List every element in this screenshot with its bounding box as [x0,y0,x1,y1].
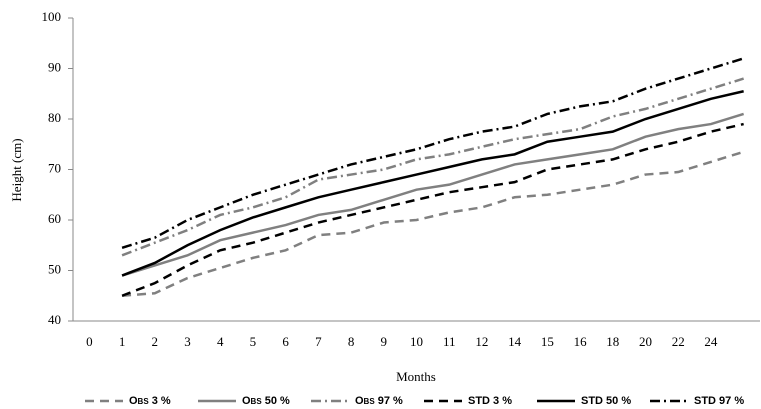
y-tick-label: 60 [48,211,61,226]
x-tick-label: 7 [315,334,322,349]
x-tick-label: 3 [184,334,191,349]
x-tick-label: 6 [282,334,289,349]
series-line [121,77,745,257]
legend-label: Obs 3 % [129,395,171,407]
series-line [121,112,745,277]
y-tick-label: 100 [42,9,62,24]
x-tick-label: 24 [704,334,718,349]
x-axis-title: Months [396,369,436,384]
legend-label: STD 97 % [694,395,744,407]
x-tick-label: 16 [574,334,588,349]
y-tick-label: 40 [48,312,61,327]
legend: Obs 3 % Obs 50 % Obs 97 % STD 3 % STD 50 % ST… [85,395,744,407]
series-line [121,57,745,249]
x-tick-label: 15 [541,334,554,349]
y-tick-label: 80 [48,110,61,125]
x-tick-label: 4 [217,334,224,349]
x-tick-label: 10 [410,334,423,349]
x-tick-label: 8 [348,334,355,349]
x-tick-label: 1 [119,334,126,349]
series-line [121,122,744,297]
y-axis-title: Height (cm) [9,138,24,201]
x-tick-label: 2 [152,334,159,349]
series-line [121,150,745,297]
x-tick-label: 11 [443,334,456,349]
series-line [121,90,744,277]
x-tick-label: 9 [381,334,388,349]
x-tick-label: 14 [508,334,522,349]
y-tick-label: 50 [48,261,61,276]
legend-label: STD 3 % [468,395,512,407]
y-tick-label: 90 [48,59,61,74]
x-tick-label: 18 [606,334,619,349]
x-tick-label: 20 [639,334,652,349]
x-tick-label: 5 [250,334,257,349]
legend-label: STD 50 % [581,395,631,407]
legend-label: Obs 50 % [242,395,290,407]
legend-label: Obs 97 % [355,395,403,407]
x-tick-label: 22 [672,334,685,349]
y-tick-label: 70 [48,160,61,175]
x-tick-label: 12 [475,334,488,349]
x-tick-label: 0 [86,334,93,349]
